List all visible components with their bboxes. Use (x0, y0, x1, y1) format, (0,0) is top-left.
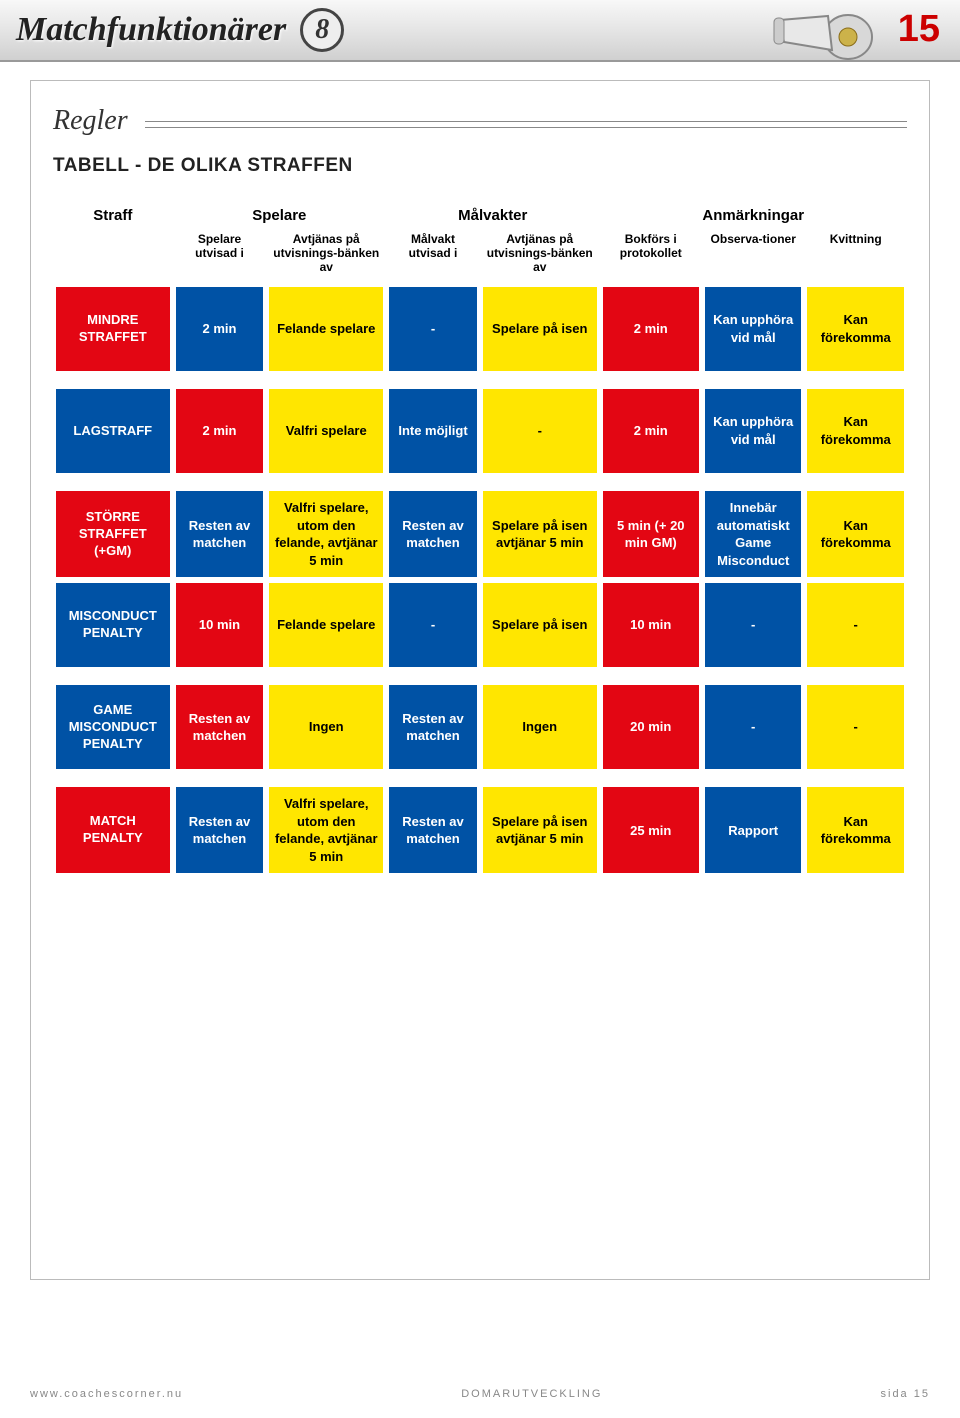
table-cell: Spelare på isen (480, 284, 600, 374)
col-anmarkningar: Anmärkningar (600, 199, 907, 228)
header-title: Matchfunktionärer (16, 11, 286, 49)
chapter-number: 8 (300, 8, 344, 52)
table-cell: 10 min (173, 580, 267, 670)
table-cell: 2 min (173, 386, 267, 476)
table-cell: Ingen (266, 682, 386, 772)
table-cell: - (386, 580, 480, 670)
col-straff: Straff (53, 199, 173, 228)
subheader-7: Kvittning (804, 228, 907, 284)
table-cell: Rapport (702, 784, 804, 876)
col-malvakter: Målvakter (386, 199, 599, 228)
table-cell: Kan förekomma (804, 784, 907, 876)
subheader-4: Avtjänas på utvisnings-bänken av (480, 228, 600, 284)
subheader-0 (53, 228, 173, 284)
page-number: 15 (898, 8, 940, 51)
table-cell: Resten av matchen (173, 488, 267, 580)
table-cell: Valfri spelare, utom den felande, avtjän… (266, 784, 386, 876)
table-cell: Kan upphöra vid mål (702, 386, 804, 476)
table-cell: 2 min (600, 284, 702, 374)
section-title: Regler (53, 105, 907, 137)
table-cell: Resten av matchen (386, 488, 480, 580)
row-label: LAGSTRAFF (53, 386, 173, 476)
subheader-5: Bokförs i protokollet (600, 228, 702, 284)
table-cell: Kan förekomma (804, 488, 907, 580)
table-cell: 2 min (173, 284, 267, 374)
table-cell: Ingen (480, 682, 600, 772)
table-cell: Spelare på isen avtjänar 5 min (480, 488, 600, 580)
footer: www.coachescorner.nu DOMARUTVECKLING sid… (0, 1388, 960, 1400)
table-cell: Innebär automatiskt Game Misconduct (702, 488, 804, 580)
table-cell: Resten av matchen (386, 682, 480, 772)
table-cell: - (480, 386, 600, 476)
content-frame: Regler TABELL - DE OLIKA STRAFFEN Straff… (30, 80, 930, 1280)
table-cell: Spelare på isen (480, 580, 600, 670)
penalty-table-1: LAGSTRAFF2 minValfri spelareInte möjligt… (53, 386, 907, 476)
row-label: MINDRE STRAFFET (53, 284, 173, 374)
table-cell: - (386, 284, 480, 374)
table-cell: Resten av matchen (173, 784, 267, 876)
table-cell: Valfri spelare, utom den felande, avtjän… (266, 488, 386, 580)
table-cell: Valfri spelare (266, 386, 386, 476)
subheader-1: Spelare utvisad i (173, 228, 267, 284)
whistle-icon (770, 2, 880, 62)
footer-left: www.coachescorner.nu (30, 1388, 183, 1400)
footer-right: sida 15 (881, 1388, 930, 1400)
table-cell: - (702, 580, 804, 670)
penalty-table-3: GAME MISCONDUCT PENALTYResten av matchen… (53, 682, 907, 772)
table-cell: Spelare på isen avtjänar 5 min (480, 784, 600, 876)
penalty-table-2: STÖRRE STRAFFET (+GM)Resten av matchenVa… (53, 488, 907, 670)
penalty-tables: StraffSpelareMålvakterAnmärkningar Spelar… (53, 199, 907, 876)
penalty-table-4: MATCH PENALTYResten av matchenValfri spe… (53, 784, 907, 876)
table-cell: 5 min (+ 20 min GM) (600, 488, 702, 580)
table-cell: Resten av matchen (173, 682, 267, 772)
subheader-2: Avtjänas på utvisnings-bänken av (266, 228, 386, 284)
penalty-table-0: StraffSpelareMålvakterAnmärkningar Spelar… (53, 199, 907, 374)
table-cell: Felande spelare (266, 580, 386, 670)
table-cell: - (702, 682, 804, 772)
table-cell: - (804, 580, 907, 670)
footer-center: DOMARUTVECKLING (461, 1388, 602, 1400)
table-cell: Kan upphöra vid mål (702, 284, 804, 374)
header-bar: Matchfunktionärer 8 15 (0, 0, 960, 62)
table-cell: Kan förekomma (804, 386, 907, 476)
row-label: STÖRRE STRAFFET (+GM) (53, 488, 173, 580)
subheader-6: Observa-tioner (702, 228, 804, 284)
table-cell: 2 min (600, 386, 702, 476)
col-spelare: Spelare (173, 199, 386, 228)
table-cell: Kan förekomma (804, 284, 907, 374)
row-label: MATCH PENALTY (53, 784, 173, 876)
table-cell: 20 min (600, 682, 702, 772)
table-cell: 10 min (600, 580, 702, 670)
table-cell: Resten av matchen (386, 784, 480, 876)
subheader-3: Målvakt utvisad i (386, 228, 480, 284)
table-cell: - (804, 682, 907, 772)
row-label: MISCONDUCT PENALTY (53, 580, 173, 670)
section-subtitle: TABELL - DE OLIKA STRAFFEN (53, 155, 907, 177)
table-cell: 25 min (600, 784, 702, 876)
table-cell: Inte möjligt (386, 386, 480, 476)
page: Matchfunktionärer 8 15 Regler TABELL - D… (0, 0, 960, 1418)
row-label: GAME MISCONDUCT PENALTY (53, 682, 173, 772)
table-cell: Felande spelare (266, 284, 386, 374)
